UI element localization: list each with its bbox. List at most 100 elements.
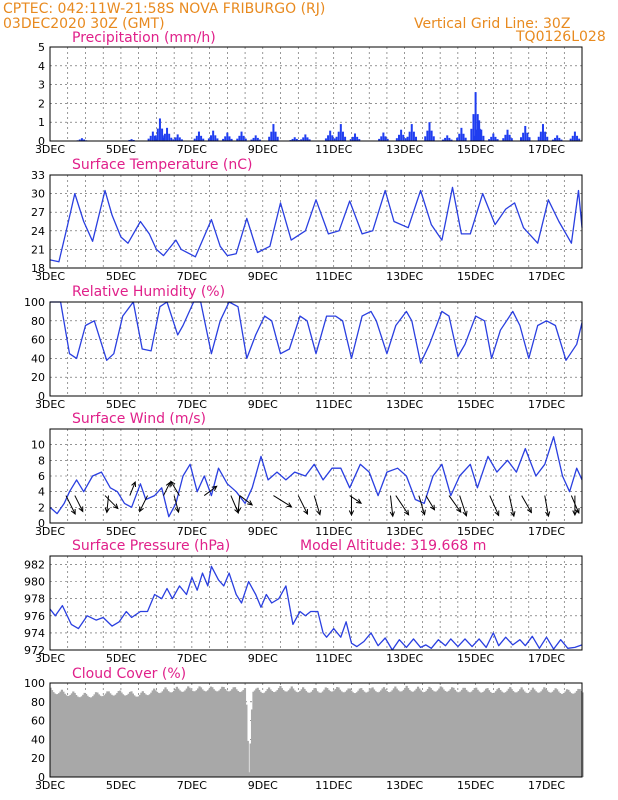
cloud-bar <box>463 687 466 777</box>
cloud-bar <box>284 691 288 777</box>
x-tick-label: 13DEC <box>386 525 423 538</box>
y-tick-label: 0 <box>38 135 45 148</box>
cloud-bar <box>195 690 198 777</box>
cloud-bar <box>235 689 238 777</box>
cloud-bar <box>131 693 134 777</box>
cloud-bar <box>167 691 170 777</box>
cloud-bar <box>168 692 171 777</box>
wind-arrow <box>448 495 462 513</box>
cloud-bar <box>59 691 62 777</box>
precip-bar <box>151 131 154 141</box>
cloud-bar <box>72 691 75 777</box>
wind-arrow <box>395 495 410 516</box>
y-tick-label: 18 <box>31 262 45 275</box>
precip-bar <box>356 136 359 141</box>
cloud-bar <box>445 691 448 777</box>
cloud-bar <box>299 690 302 777</box>
precip-bar <box>176 134 179 141</box>
cloud-bar <box>89 697 92 777</box>
precip-bar <box>358 139 361 141</box>
cloud-bar <box>239 692 242 777</box>
cloud-bar <box>540 691 543 777</box>
cloud-bar <box>300 689 303 777</box>
cloud-bar <box>344 691 347 777</box>
cloud-bar <box>435 691 438 777</box>
cloud-bar <box>521 689 525 777</box>
precip-bar <box>256 137 259 141</box>
panel-title: Cloud Cover (%) <box>72 666 186 682</box>
y-tick-label: 0 <box>38 390 45 403</box>
precip-bar <box>344 136 347 141</box>
cloud-bar <box>221 686 224 777</box>
precip-bar <box>161 137 164 141</box>
cloud-bar <box>148 694 152 777</box>
wind-arrow <box>521 495 532 514</box>
x-tick-label: 5DEC <box>106 525 136 538</box>
cloud-bar <box>124 695 127 777</box>
x-tick-label: 13DEC <box>386 652 423 665</box>
precip-bar <box>337 131 340 141</box>
precip-bar <box>147 138 150 141</box>
x-tick-label: 3DEC <box>35 525 65 538</box>
cloud-bar <box>380 690 383 777</box>
precip-bar <box>308 139 311 141</box>
cloud-bar <box>314 689 317 777</box>
cloud-bar <box>436 690 439 777</box>
precip-bar <box>573 131 576 141</box>
cloud-bar <box>197 688 200 777</box>
cloud-bar <box>415 688 418 777</box>
cloud-bar <box>289 688 292 777</box>
cloud-bar <box>565 689 569 777</box>
x-tick-label: 7DEC <box>177 143 207 156</box>
y-tick-label: 100 <box>24 677 45 690</box>
wind-arrow <box>389 495 395 518</box>
cloud-bar <box>225 690 228 777</box>
cloud-bar <box>486 688 489 777</box>
precip-bar <box>444 137 447 141</box>
cloud-bar <box>180 691 183 777</box>
cloud-bar <box>384 689 387 777</box>
y-tick-label: 8 <box>38 454 45 467</box>
y-tick-label: 6 <box>38 470 45 483</box>
precip-bar <box>242 135 245 141</box>
cloud-bar <box>107 691 110 777</box>
cloud-bar <box>578 689 581 777</box>
cloud-bar <box>387 692 390 777</box>
precip-bar <box>351 136 354 141</box>
cloud-bar <box>76 696 79 777</box>
precip-bar <box>193 138 196 141</box>
cloud-bar <box>136 696 139 777</box>
x-tick-label: 9DEC <box>248 652 278 665</box>
cloud-bar <box>493 692 496 777</box>
cloud-bar <box>537 692 540 777</box>
cloud-bar <box>65 695 68 777</box>
y-tick-label: 978 <box>24 593 45 606</box>
cloud-bar <box>49 687 52 777</box>
series-line <box>49 436 583 518</box>
precip-bar <box>476 114 479 141</box>
precip-bar <box>397 134 400 141</box>
precip-bar <box>424 136 427 141</box>
cloud-bar <box>340 691 343 777</box>
y-tick-label: 0 <box>38 771 45 784</box>
cloud-bar <box>109 693 112 777</box>
precip-bar <box>149 135 152 141</box>
cloud-bar <box>77 697 81 777</box>
panel-5 <box>49 682 584 778</box>
precip-bar <box>556 135 559 141</box>
x-tick-label: 17DEC <box>528 143 565 156</box>
cloud-bar <box>507 688 510 777</box>
x-tick-label: 15DEC <box>457 398 494 411</box>
cloud-bar <box>497 687 500 777</box>
wind-arrow <box>163 481 171 496</box>
cloud-bar <box>472 690 475 777</box>
y-tick-label: 2 <box>38 97 45 110</box>
precip-bar <box>519 137 522 141</box>
x-tick-label: 17DEC <box>528 779 565 792</box>
cloud-bar <box>581 692 584 777</box>
cloud-bar <box>116 693 119 777</box>
precip-bar <box>480 129 483 141</box>
cloud-bar <box>73 692 76 777</box>
panel-annotation: Model Altitude: 319.668 m <box>300 538 486 554</box>
plot-frame <box>49 174 583 269</box>
